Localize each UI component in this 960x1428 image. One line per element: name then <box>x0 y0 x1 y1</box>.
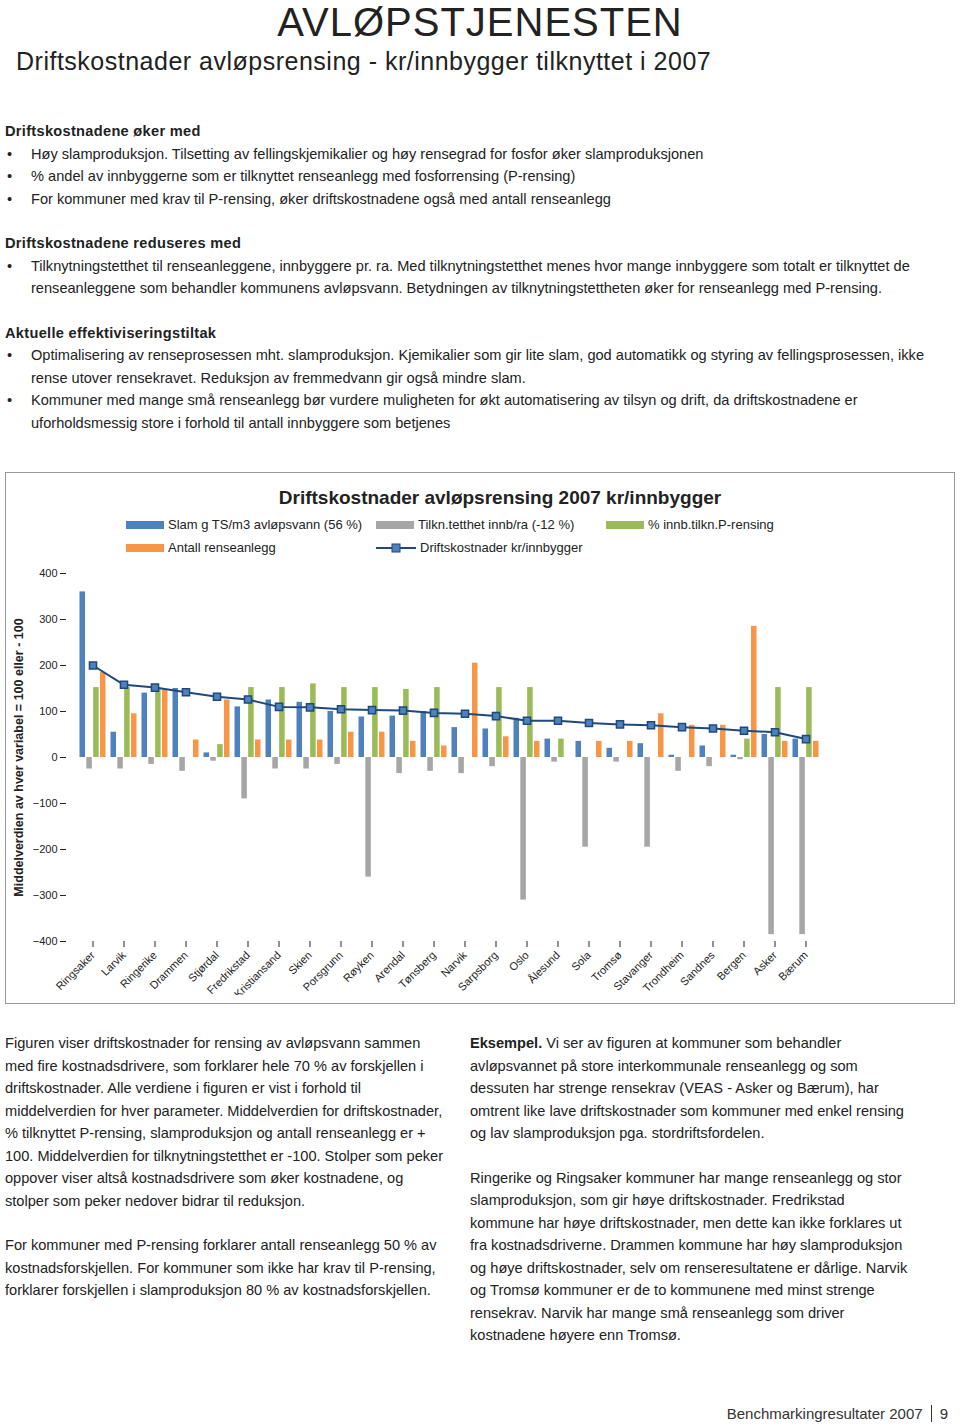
html-text:Driftskostnader avløpsrensing: Driftskostnader avløpsrensing 2007 kr/in… <box>278 487 722 508</box>
html-text:Benchmarkingresultater 2007: Benchmarkingresultater 2007 <box>726 1405 923 1422</box>
html-text:Kommuner med mange små rensean: Kommuner med mange små renseanlegg bør v… <box>31 392 858 431</box>
svg-text:−300: −300 <box>33 889 58 901</box>
html-text:Driftskostnadene reduseres med: Driftskostnadene reduseres med <box>5 235 242 251</box>
html-text:Driftskostnader kr/innbygger: Driftskostnader kr/innbygger <box>420 540 583 555</box>
svg-text:Skien: Skien <box>286 949 314 977</box>
svg-text:−400: −400 <box>33 935 58 947</box>
svg-text:Trondheim: Trondheim <box>641 949 686 994</box>
svg-text:Middelverdien av hver variabel: Middelverdien av hver variabel = 100 ell… <box>12 618 26 896</box>
svg-text:−100: −100 <box>33 797 58 809</box>
svg-text:Røyken: Røyken <box>341 949 376 984</box>
html-text:Driftskostnadene øker med: Driftskostnadene øker med <box>5 123 201 139</box>
svg-text:Sandnes: Sandnes <box>678 948 718 988</box>
html-text:For kommuner med krav til P-re: For kommuner med krav til P-rensing, øke… <box>31 190 611 207</box>
svg-text:Narvik: Narvik <box>438 948 469 980</box>
svg-text:Bærum: Bærum <box>776 949 810 983</box>
svg-text:Arendal: Arendal <box>371 948 407 984</box>
html-text:Driftskostnader avløpsrensing: Driftskostnader avløpsrensing - kr/innby… <box>16 47 712 75</box>
svg-text:Ringerike: Ringerike <box>117 948 159 991</box>
html-text:Antall renseanlegg: Antall renseanlegg <box>168 540 276 555</box>
svg-text:400: 400 <box>39 567 57 579</box>
svg-text:200: 200 <box>39 659 57 671</box>
svg-text:Bergen: Bergen <box>714 949 748 983</box>
svg-text:Larvik: Larvik <box>99 948 129 978</box>
svg-text:Tønsberg: Tønsberg <box>396 949 438 991</box>
svg-text:Porsgrunn: Porsgrunn <box>301 949 345 993</box>
svg-text:Sarpsborg: Sarpsborg <box>456 949 500 993</box>
svg-text:Tromsø: Tromsø <box>588 948 624 984</box>
html-text:Optimalisering av renseprosess: Optimalisering av renseprosessen mht. sl… <box>31 347 924 386</box>
svg-text:Ringsaker: Ringsaker <box>53 949 97 993</box>
html-text:9: 9 <box>939 1405 948 1422</box>
html-text:Høy slamproduksjon. Tilsetting: Høy slamproduksjon. Tilsetting av fellin… <box>31 145 704 162</box>
svg-text:Stavanger: Stavanger <box>611 948 655 993</box>
html-text:Slam g TS/m3 avløpsvann (56 %): Slam g TS/m3 avløpsvann (56 %) <box>168 517 363 532</box>
html-text:Figuren viser driftskostnader: Figuren viser driftskostnader for rensin… <box>5 1035 443 1209</box>
html-text:AVLØPSTJENESTEN: AVLØPSTJENESTEN <box>277 0 683 44</box>
svg-text:0: 0 <box>51 751 57 763</box>
svg-text:Stjørdal: Stjørdal <box>185 948 221 984</box>
svg-text:Sola: Sola <box>569 948 594 973</box>
html-text:For kommuner med P-rensing for: For kommuner med P-rensing forklarer ant… <box>5 1237 437 1298</box>
html-text:Tilkn.tetthet innb/ra (-12 %): Tilkn.tetthet innb/ra (-12 %) <box>418 517 575 532</box>
svg-text:−200: −200 <box>33 843 58 855</box>
html-text:Ringerike og Ringsaker kommune: Ringerike og Ringsaker kommuner har mang… <box>470 1169 908 1343</box>
html-text:Eksempel. Vi ser av figuren at: Eksempel. Vi ser av figuren at kommuner … <box>470 1035 904 1141</box>
svg-text:Kristiansand: Kristiansand <box>232 949 283 995</box>
svg-text:Drammen: Drammen <box>147 949 190 992</box>
svg-text:Asker: Asker <box>751 949 780 978</box>
svg-text:100: 100 <box>39 705 57 717</box>
svg-text:300: 300 <box>39 613 57 625</box>
html-text:% andel av innbyggerne som er: % andel av innbyggerne som er tilknyttet… <box>31 168 576 184</box>
svg-text:Ålesund: Ålesund <box>525 949 562 986</box>
svg-text:Oslo: Oslo <box>506 949 530 973</box>
html-text:Tilknytningstetthet til rensea: Tilknytningstetthet til renseanleggene, … <box>31 257 910 296</box>
html-text:Aktuelle effektiviseringstilta: Aktuelle effektiviseringstiltak <box>5 324 217 341</box>
html-text:% innb.tilkn.P-rensing: % innb.tilkn.P-rensing <box>648 517 774 532</box>
